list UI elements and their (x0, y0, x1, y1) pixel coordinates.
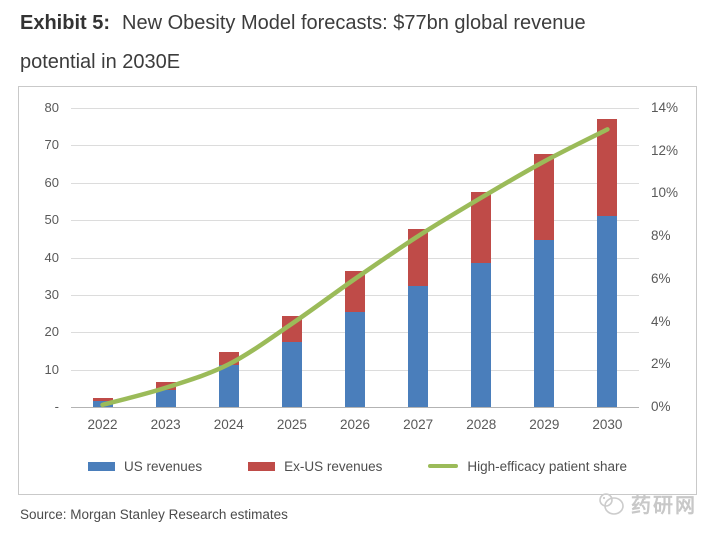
plot-area (71, 108, 639, 408)
left-axis-tick-label: 10 (44, 361, 59, 377)
legend-item-patient-share: High-efficacy patient share (428, 459, 627, 474)
us-revenues-swatch-icon (88, 461, 116, 471)
gridline (71, 145, 639, 147)
right-axis-tick-label: 14% (651, 100, 679, 115)
patient-share-line (100, 127, 610, 408)
legend-item-us-revenues: US revenues (88, 459, 202, 474)
watermark: 药研网 (597, 489, 697, 518)
x-axis-label: 2025 (276, 417, 307, 432)
bar-exus-2028 (471, 191, 492, 264)
patient-share-line-icon (428, 464, 459, 468)
left-axis-tick-label: 80 (44, 100, 59, 115)
watermark-text: 药研网 (631, 495, 697, 517)
bar-exus-2029 (534, 153, 555, 241)
bar-exus-2022 (92, 398, 113, 401)
bar-exus-2027 (408, 229, 429, 286)
right-axis-tick-label: 10% (651, 185, 679, 201)
bar-exus-2030 (597, 119, 618, 217)
gridline (71, 182, 639, 184)
x-axis-line (71, 407, 639, 408)
gridline (71, 220, 639, 222)
bar-us-2028 (471, 263, 492, 407)
source-note: Source: Morgan Stanley Research estimate… (20, 507, 288, 522)
left-axis-tick-label: 70 (44, 137, 59, 153)
watermark-logo-icon (599, 492, 624, 515)
right-axis-tick-label: 8% (651, 228, 671, 244)
left-axis-tick-label: - (54, 399, 59, 414)
bar-us-2024 (218, 365, 239, 407)
bar-us-2025 (281, 341, 302, 407)
left-axis-tick-label: 60 (44, 174, 59, 190)
right-axis-tick-label: 0% (651, 399, 671, 414)
right-axis-tick-label: 4% (651, 313, 671, 329)
right-axis-tick-label: 2% (651, 356, 671, 372)
left-axis-tick-label: 20 (44, 324, 59, 340)
bar-us-2026 (345, 312, 365, 407)
bar-us-2029 (534, 240, 555, 407)
bar-us-2030 (597, 216, 618, 407)
right-axis-tick-label: 12% (651, 142, 679, 158)
legend-label-patient-share: High-efficacy patient share (467, 458, 627, 474)
left-axis-tick-label: 50 (44, 212, 59, 228)
bar-us-2023 (155, 390, 176, 407)
exus-revenues-swatch-icon (248, 461, 276, 471)
x-axis-label: 2022 (87, 417, 118, 432)
x-axis-label: 2029 (529, 417, 560, 432)
x-axis-label: 2024 (213, 417, 244, 432)
left-axis-tick-label: 30 (44, 286, 59, 302)
left-axis-tick-label: 40 (44, 249, 59, 265)
x-axis-label: 2023 (150, 417, 181, 432)
exhibit-title: Exhibit 5: New Obesity Model forecasts: $… (20, 4, 620, 82)
exhibit-number-label: Exhibit 5: (20, 12, 111, 34)
bar-us-2027 (408, 285, 429, 407)
exhibit-title-text: New Obesity Model forecasts: $77bn globa… (20, 12, 586, 73)
x-axis-label: 2030 (592, 417, 623, 432)
legend-item-exus-revenues: Ex-US revenues (248, 459, 382, 474)
x-axis-label: 2026 (339, 417, 371, 432)
legend-label-us-revenues: US revenues (124, 458, 203, 474)
gridline (71, 108, 639, 109)
x-axis-label: 2028 (466, 417, 497, 432)
x-axis-label: 2027 (403, 417, 434, 432)
right-axis-tick-label: 6% (651, 270, 671, 286)
chart-legend: US revenues Ex-US revenues High-efficacy… (19, 455, 696, 477)
legend-label-exus-revenues: Ex-US revenues (284, 458, 383, 474)
chart-container: US revenues Ex-US revenues High-efficacy… (18, 86, 697, 495)
gridline (71, 257, 639, 259)
